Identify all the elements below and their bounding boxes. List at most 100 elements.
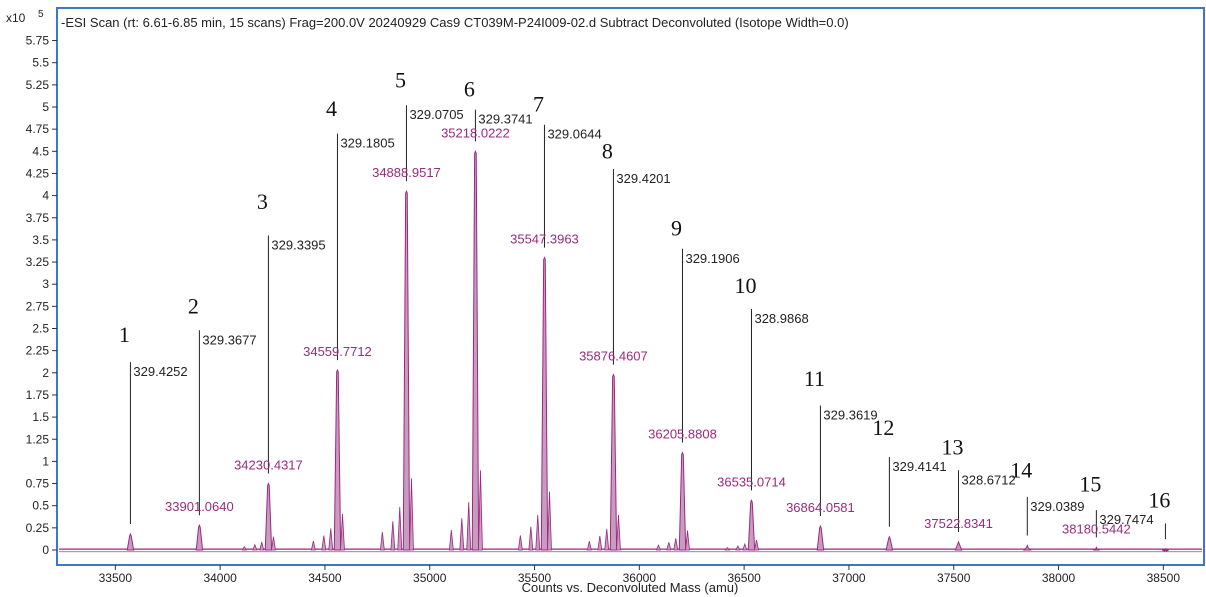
satellite-peak — [655, 544, 661, 551]
peak-number: 14 — [1010, 457, 1032, 482]
y-tick-label: 5.75 — [26, 34, 50, 48]
peak-number: 6 — [464, 76, 475, 101]
peak-number: 2 — [188, 293, 199, 318]
mass-delta-label: 329.3619 — [823, 408, 877, 423]
mass-delta-label: 329.0644 — [547, 127, 601, 142]
satellite-peak — [547, 491, 552, 551]
x-tick-label: 37500 — [937, 571, 971, 585]
y-tick-label: 1.5 — [32, 410, 49, 424]
peak-mass-label: 34230.4317 — [234, 458, 303, 473]
peak-mass-label: 38180.5442 — [1062, 521, 1131, 536]
peak-mark — [1022, 544, 1032, 551]
y-tick-label: 1.75 — [26, 388, 50, 402]
satellite-peak — [478, 470, 483, 551]
mass-delta-label: 329.7474 — [1099, 512, 1153, 527]
satellite-peak — [466, 502, 472, 551]
satellite-peak — [328, 528, 334, 551]
peak-number: 8 — [602, 138, 613, 163]
satellite-peak — [379, 532, 385, 551]
peak-mass-label: 35547.3963 — [510, 232, 579, 247]
satellite-peak — [241, 545, 248, 551]
peak-number: 13 — [942, 434, 964, 459]
y-tick-label: 0.5 — [32, 499, 49, 513]
mass-delta-label: 329.1805 — [340, 136, 394, 151]
satellite-peak — [390, 521, 396, 551]
peak-number: 7 — [533, 91, 544, 116]
peak-number: 12 — [872, 415, 894, 440]
x-axis-label: Counts vs. Deconvoluted Mass (amu) — [522, 580, 739, 595]
x-tick-label: 33500 — [99, 571, 133, 585]
satellite-peak — [597, 535, 603, 551]
y-tick-label: 2 — [42, 366, 49, 380]
y-tick-label: 1.25 — [26, 432, 50, 446]
x-tick-label: 37000 — [832, 571, 866, 585]
x-tick-label: 36000 — [623, 571, 657, 585]
satellite-peak — [397, 506, 403, 551]
peak-mark — [609, 373, 618, 551]
y-tick-label: 2.25 — [26, 344, 50, 358]
peak-mark — [747, 499, 756, 551]
peak-mass-label: 36864.0581 — [786, 500, 855, 515]
peak-mass-label: 37522.8341 — [924, 516, 993, 531]
satellite-peak — [666, 542, 672, 551]
y-tick-label: 4.5 — [32, 144, 49, 158]
y-tick-label: 3.5 — [32, 233, 49, 247]
y-tick-label: 5.5 — [32, 56, 49, 70]
y-tick-label: 2.5 — [32, 322, 49, 336]
mass-delta-label: 329.4252 — [133, 364, 187, 379]
satellite-peak — [754, 539, 759, 551]
satellite-peak — [321, 535, 327, 551]
x-tick-label: 35000 — [413, 571, 447, 585]
y-scale-prefix: x10 — [6, 11, 26, 25]
peak-mass-label: 34559.7712 — [303, 344, 372, 359]
satellite-peak — [252, 543, 258, 551]
y-tick-label: 0.75 — [26, 477, 50, 491]
satellite-peak — [528, 526, 534, 551]
peak-mark — [126, 532, 135, 551]
y-tick-label: 3.25 — [26, 255, 50, 269]
y-tick-label: 3 — [42, 277, 49, 291]
mass-delta-label: 329.4201 — [616, 171, 670, 186]
satellite-peak — [685, 530, 690, 551]
spectrum-trace — [59, 149, 1202, 553]
peak-mark — [816, 524, 825, 551]
y-tick-label: 3.75 — [26, 211, 50, 225]
mass-delta-label: 328.6712 — [962, 472, 1016, 487]
peak-number: 4 — [326, 96, 337, 121]
mass-delta-label: 329.0389 — [1030, 499, 1084, 514]
peak-mark — [264, 482, 273, 551]
peak-mass-label: 36205.8808 — [648, 427, 717, 442]
peak-number: 16 — [1148, 487, 1170, 512]
peak-number: 3 — [257, 189, 268, 214]
peak-mark — [1093, 545, 1100, 551]
y-tick-label: 0 — [42, 543, 49, 557]
satellite-peak — [616, 514, 621, 551]
peak-mark — [954, 540, 963, 551]
plot-border — [56, 7, 1205, 566]
peak-mark — [540, 256, 549, 551]
mass-delta-label: 329.3395 — [271, 237, 325, 252]
satellite-peak — [604, 528, 610, 551]
peak-number: 5 — [395, 68, 406, 93]
satellite-peak — [448, 530, 454, 551]
satellite-peak — [259, 541, 265, 551]
y-tick-label: 4.75 — [26, 122, 50, 136]
mass-delta-label: 329.3741 — [478, 112, 532, 127]
y-tick-label: 1 — [42, 454, 49, 468]
satellite-peak — [586, 541, 592, 551]
peak-number: 15 — [1079, 472, 1101, 497]
peak-mass-label: 33901.0640 — [165, 499, 234, 514]
x-tick-label: 35500 — [518, 571, 552, 585]
mass-delta-label: 329.1906 — [685, 251, 739, 266]
x-tick-label: 38000 — [1042, 571, 1076, 585]
satellite-peak — [735, 545, 741, 551]
peak-mark — [678, 451, 687, 551]
x-tick-label: 36500 — [727, 571, 761, 585]
y-tick-label: 5.25 — [26, 78, 50, 92]
y-tick-label: 2.75 — [26, 299, 50, 313]
peak-number: 11 — [804, 366, 825, 391]
peak-mark — [471, 149, 480, 551]
mass-delta-label: 329.0705 — [409, 107, 463, 122]
satellite-peak — [270, 536, 276, 551]
